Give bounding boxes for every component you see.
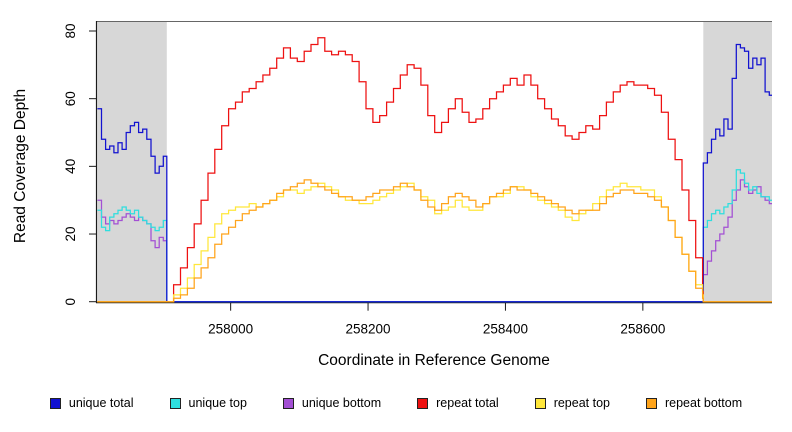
- series-unique-top: [97, 169, 772, 303]
- x-tick-label: 258000: [208, 322, 253, 337]
- legend-label-repeat-top: repeat top: [553, 396, 610, 410]
- y-tick-label: 40: [63, 159, 78, 174]
- x-tick-label: 258200: [346, 322, 391, 337]
- legend-swatch-repeat-bottom: [645, 397, 657, 409]
- y-tick-label: 80: [63, 23, 78, 38]
- legend-swatch-unique-total: [49, 397, 61, 409]
- legend-swatch-unique-top: [169, 397, 181, 409]
- series-unique-total: [97, 43, 772, 303]
- x-tick-label: 258400: [483, 322, 528, 337]
- series-repeat-total: [97, 37, 772, 303]
- legend: unique total unique top unique bottom repea…: [0, 396, 792, 410]
- legend-label-repeat-total: repeat total: [436, 396, 499, 410]
- x-tick-label: 258600: [620, 322, 665, 337]
- legend-label-unique-top: unique top: [188, 396, 247, 410]
- shaded-region-right: [703, 21, 772, 303]
- y-axis-label: Read Coverage Depth: [12, 88, 29, 244]
- shaded-region-left: [97, 21, 167, 303]
- y-tick-label: 20: [63, 226, 78, 241]
- legend-item-unique-bottom: unique bottom: [282, 396, 382, 410]
- legend-item-repeat-bottom: repeat bottom: [645, 396, 743, 410]
- y-tick-label: 0: [63, 298, 78, 306]
- x-axis-label: Coordinate in Reference Genome: [318, 352, 550, 369]
- legend-swatch-repeat-top: [534, 397, 546, 409]
- legend-item-repeat-top: repeat top: [534, 396, 610, 410]
- y-tick-label: 60: [63, 91, 78, 106]
- legend-item-repeat-total: repeat total: [417, 396, 499, 410]
- legend-item-unique-total: unique total: [49, 396, 134, 410]
- legend-label-unique-bottom: unique bottom: [301, 396, 382, 410]
- legend-label-repeat-bottom: repeat bottom: [664, 396, 743, 410]
- legend-swatch-unique-bottom: [282, 397, 294, 409]
- legend-swatch-repeat-total: [417, 397, 429, 409]
- series-repeat-bottom: [97, 179, 772, 303]
- series-unique-bottom: [97, 179, 772, 303]
- legend-label-unique-total: unique total: [68, 396, 134, 410]
- series-repeat-top: [97, 182, 772, 303]
- legend-item-unique-top: unique top: [169, 396, 247, 410]
